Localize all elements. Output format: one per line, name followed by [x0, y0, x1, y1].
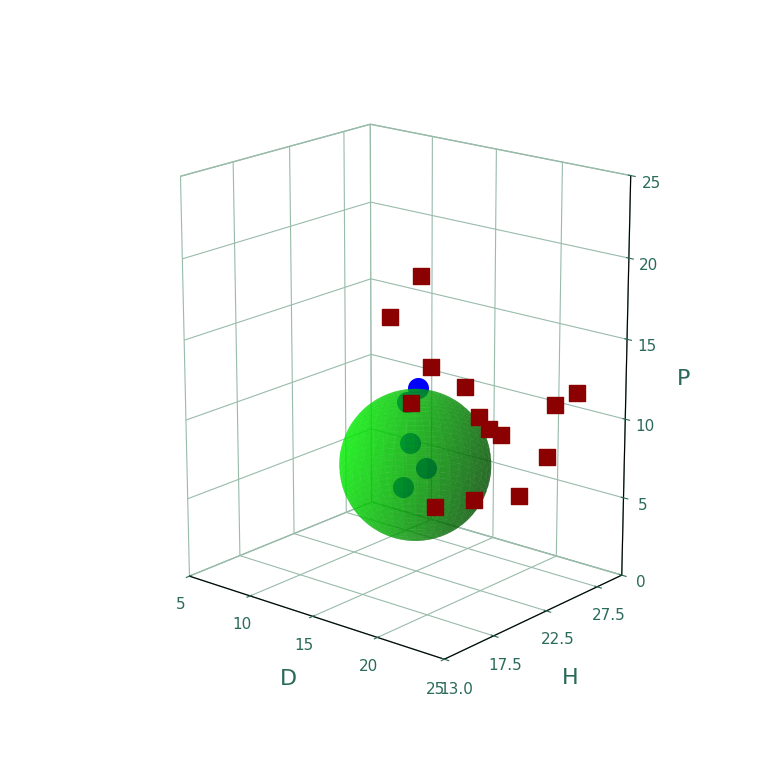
X-axis label: D: D [279, 669, 296, 689]
Y-axis label: H: H [563, 668, 579, 688]
